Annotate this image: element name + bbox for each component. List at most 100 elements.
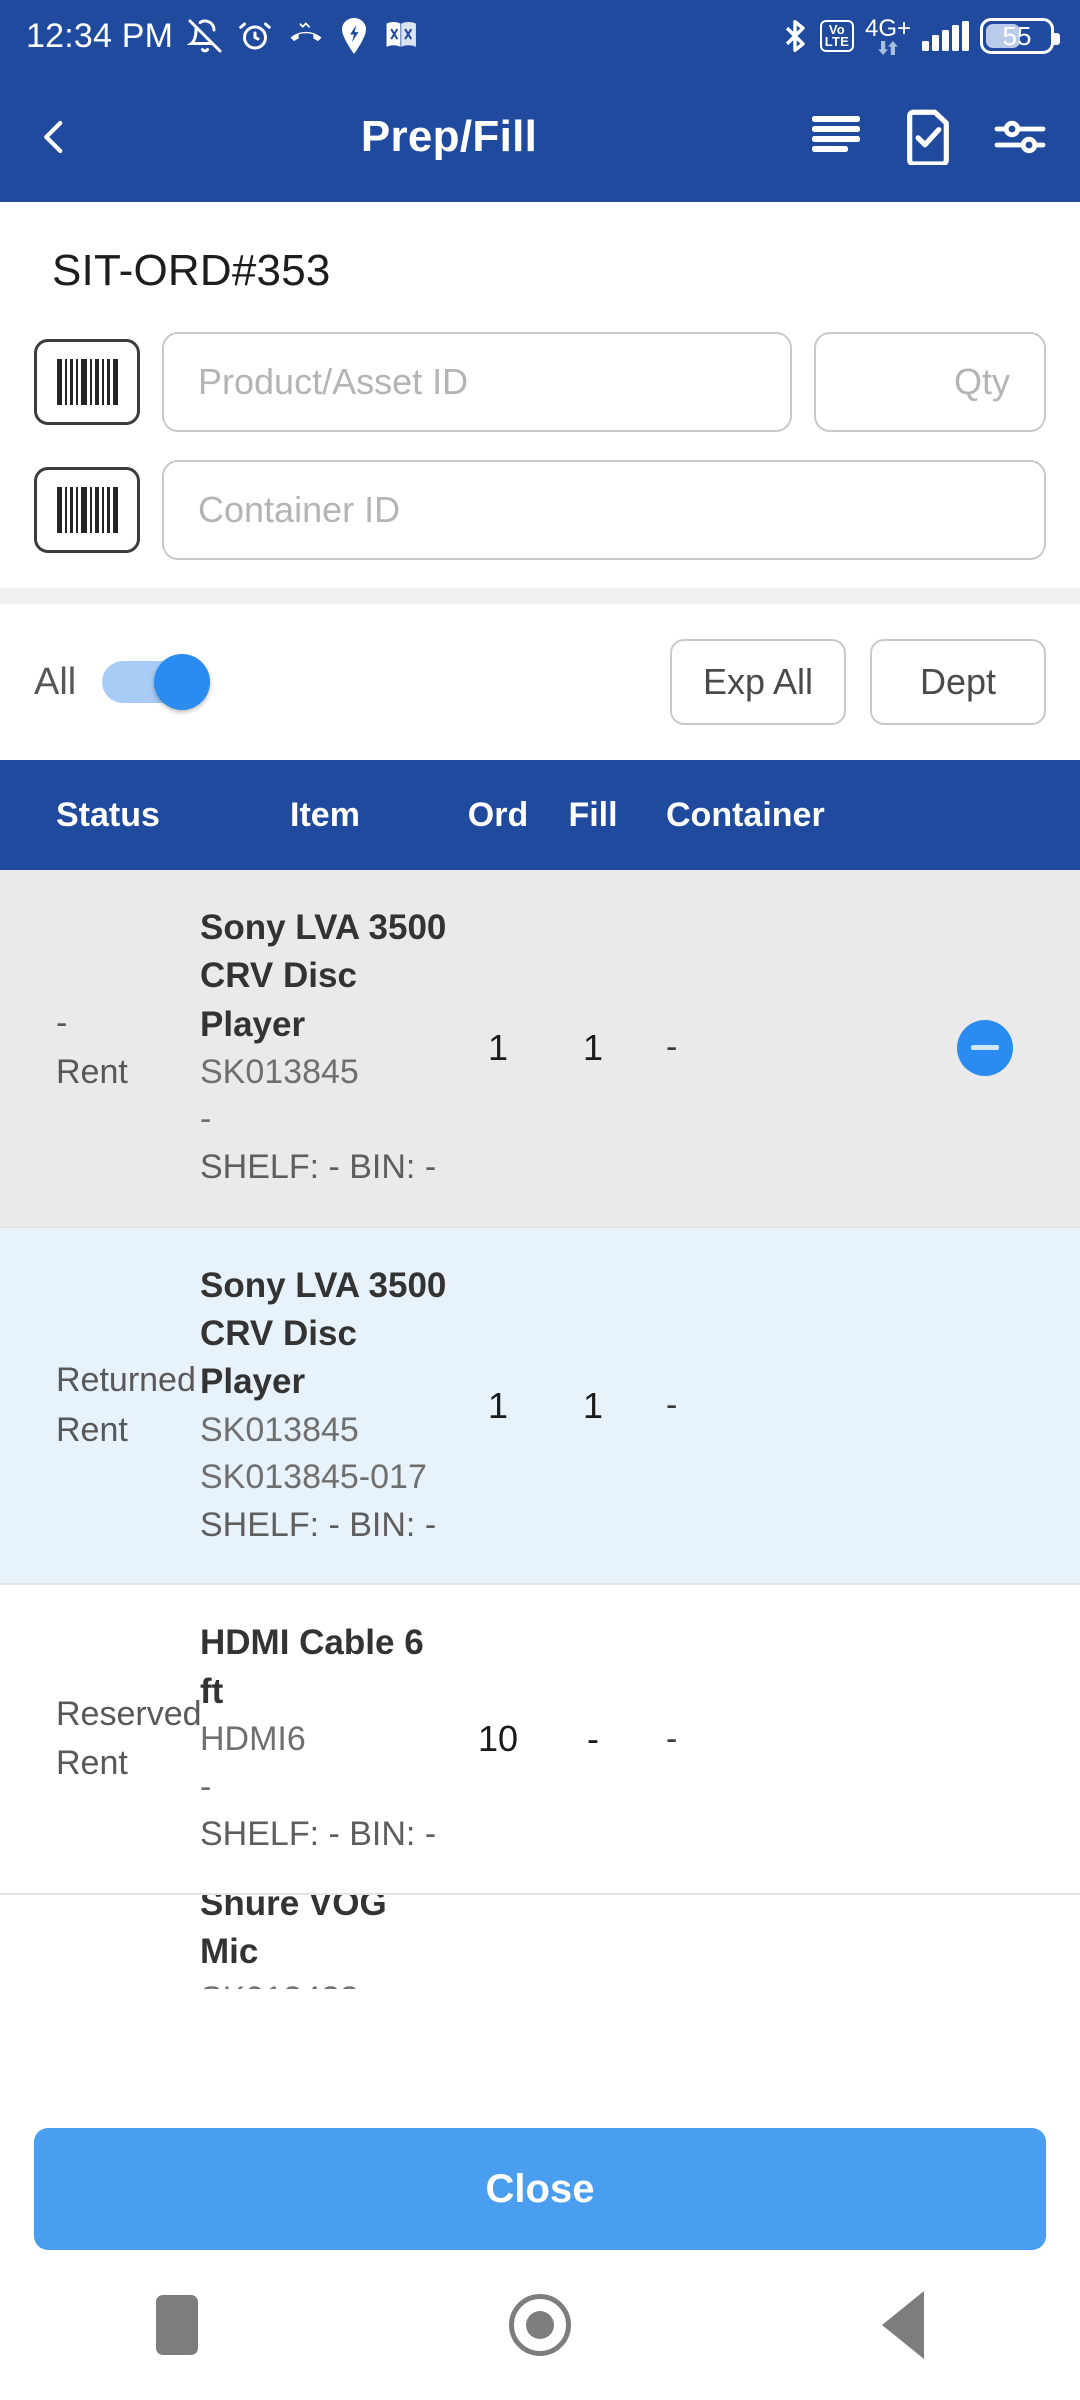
filter-row: All Exp All Dept	[0, 604, 1080, 760]
filter-buttons: Exp All Dept	[670, 639, 1046, 725]
qty-input[interactable]: Qty	[814, 332, 1046, 432]
row-ord: 10	[477, 1718, 519, 1760]
volte-top-label: Vo	[828, 22, 845, 37]
row-item-serial: -	[200, 1767, 212, 1806]
column-header-fill: Fill	[568, 795, 618, 834]
row-container: -	[666, 1386, 678, 1424]
row-fill: -	[587, 1718, 599, 1760]
footer-spacer	[0, 2086, 1080, 2128]
order-id-label: SIT-ORD#353	[52, 246, 331, 295]
back-button[interactable]	[34, 116, 98, 158]
row-actions	[890, 1019, 1080, 1076]
row-status-line1: -	[56, 1003, 68, 1042]
table-header: Status Item Ord Fill Container	[0, 760, 1080, 870]
row-status-line2: Rent	[56, 1052, 128, 1091]
row-status: Returned Rent	[0, 1356, 200, 1455]
alarm-clock-icon	[237, 18, 273, 54]
row-status-line2: Rent	[56, 1744, 128, 1783]
network-type-label: 4G+	[864, 15, 911, 42]
row-status-line2: Rent	[56, 1410, 128, 1449]
row-item-name-2: CRV Disc Player	[200, 1313, 357, 1402]
row-status-line1: Returned	[56, 1361, 196, 1400]
row-item: HDMI Cable 6 ft HDMI6 - SHELF: - BIN: -	[200, 1619, 450, 1858]
row-fill: 1	[582, 1384, 604, 1426]
row-item-name: Sony LVA 3500	[200, 1265, 447, 1305]
product-asset-id-input[interactable]: Product/Asset ID	[162, 332, 792, 432]
row-item: Shure VOG Mic SK013422	[200, 1892, 450, 1989]
container-scan-row: Container ID	[34, 460, 1046, 560]
minus-circle-icon[interactable]	[957, 1019, 1013, 1076]
status-bar-clock: 12:34 PM	[26, 16, 174, 55]
row-item-shelf-bin: SHELF: - BIN: -	[200, 1505, 437, 1544]
column-header-container: Container	[666, 795, 825, 834]
barcode-icon[interactable]	[34, 467, 140, 553]
column-header-item: Item	[290, 795, 360, 834]
circle-home-icon[interactable]	[508, 2294, 571, 2356]
triangle-back-icon[interactable]	[882, 2291, 925, 2359]
row-item-name: Shure VOG Mic	[200, 1892, 387, 1971]
table-row[interactable]: - Rent Sony LVA 3500 CRV Disc Player SK0…	[0, 870, 1080, 1226]
row-item-name-2: CRV Disc Player	[200, 956, 357, 1044]
toggle-knob	[154, 654, 211, 710]
volte-bottom-label: LTE	[824, 34, 849, 49]
app-bar-actions	[810, 109, 1046, 165]
bell-mute-icon	[187, 18, 223, 54]
all-toggle-switch[interactable]	[102, 654, 211, 710]
tune-sliders-icon[interactable]	[994, 114, 1046, 160]
battery-indicator: 55	[980, 18, 1060, 54]
app-bar: Prep/Fill	[0, 72, 1080, 202]
close-button[interactable]: Close	[34, 2128, 1046, 2250]
row-status: - Rent	[0, 999, 200, 1098]
battery-percent-label: 55	[1002, 20, 1032, 51]
volte-icon: Vo LTE	[819, 20, 854, 52]
product-scan-row: Product/Asset ID Qty	[34, 332, 1046, 432]
android-nav-bar	[0, 2250, 1080, 2400]
row-item-sku: SK013422	[200, 1976, 450, 1989]
notes-list-icon[interactable]	[810, 114, 862, 160]
row-item-sku: HDMI6	[200, 1719, 306, 1758]
table-row[interactable]: Reserved Rent HDMI Cable 6 ft HDMI6 - SH…	[0, 1583, 1080, 1893]
row-status: Reserved Rent	[0, 1690, 202, 1789]
column-header-ord: Ord	[467, 795, 529, 834]
table-row[interactable]: Returned Rent Sony LVA 3500 CRV Disc Pla…	[0, 1225, 1080, 1584]
app-icon-1	[339, 18, 369, 54]
battery-fill	[986, 24, 1020, 48]
row-ord: 1	[487, 1384, 509, 1426]
status-bar-left: 12:34 PM	[26, 17, 421, 56]
row-item: Sony LVA 3500 CRV Disc Player SK013845 S…	[200, 1262, 450, 1550]
square-recents-icon[interactable]	[155, 2295, 198, 2355]
row-ord: 1	[487, 1026, 509, 1068]
column-header-status: Status	[56, 795, 160, 834]
container-id-input[interactable]: Container ID	[162, 460, 1046, 560]
row-fill: 1	[582, 1026, 604, 1068]
missed-call-icon	[287, 21, 325, 51]
row-item-serial: SK013845-017	[200, 1458, 427, 1497]
row-status-line1: Reserved	[56, 1694, 202, 1733]
row-item-sku: SK013845	[200, 1052, 359, 1091]
dept-button[interactable]: Dept	[870, 639, 1046, 725]
row-item-shelf-bin: SHELF: - BIN: -	[200, 1148, 437, 1187]
status-bar: 12:34 PM	[0, 0, 1080, 72]
network-type-indicator: 4G+	[865, 17, 911, 55]
row-item-shelf-bin: SHELF: - BIN: -	[200, 1815, 437, 1854]
footer-bar: Close	[0, 2128, 1080, 2250]
app-icon-2	[383, 19, 421, 53]
expand-all-button[interactable]: Exp All	[670, 639, 846, 725]
scan-inputs-section: Product/Asset ID Qty Container ID	[0, 296, 1080, 560]
all-toggle-group: All	[34, 654, 211, 710]
row-item: Sony LVA 3500 CRV Disc Player SK013845 -…	[200, 904, 450, 1192]
table-row[interactable]: Shure VOG Mic SK013422	[0, 1892, 1080, 1989]
row-item-sku: SK013845	[200, 1410, 359, 1449]
chevron-left-icon	[44, 120, 63, 154]
document-check-icon[interactable]	[904, 109, 952, 165]
section-divider	[0, 588, 1080, 604]
row-item-serial: -	[200, 1100, 212, 1139]
barcode-icon[interactable]	[34, 339, 140, 425]
signal-bars-icon	[922, 21, 969, 51]
status-bar-right: Vo LTE 4G+ 55	[781, 17, 1060, 55]
page-title: Prep/Fill	[360, 112, 538, 161]
row-container: -	[666, 1719, 678, 1758]
row-item-name: HDMI Cable 6 ft	[200, 1623, 424, 1711]
bluetooth-icon	[781, 17, 809, 55]
